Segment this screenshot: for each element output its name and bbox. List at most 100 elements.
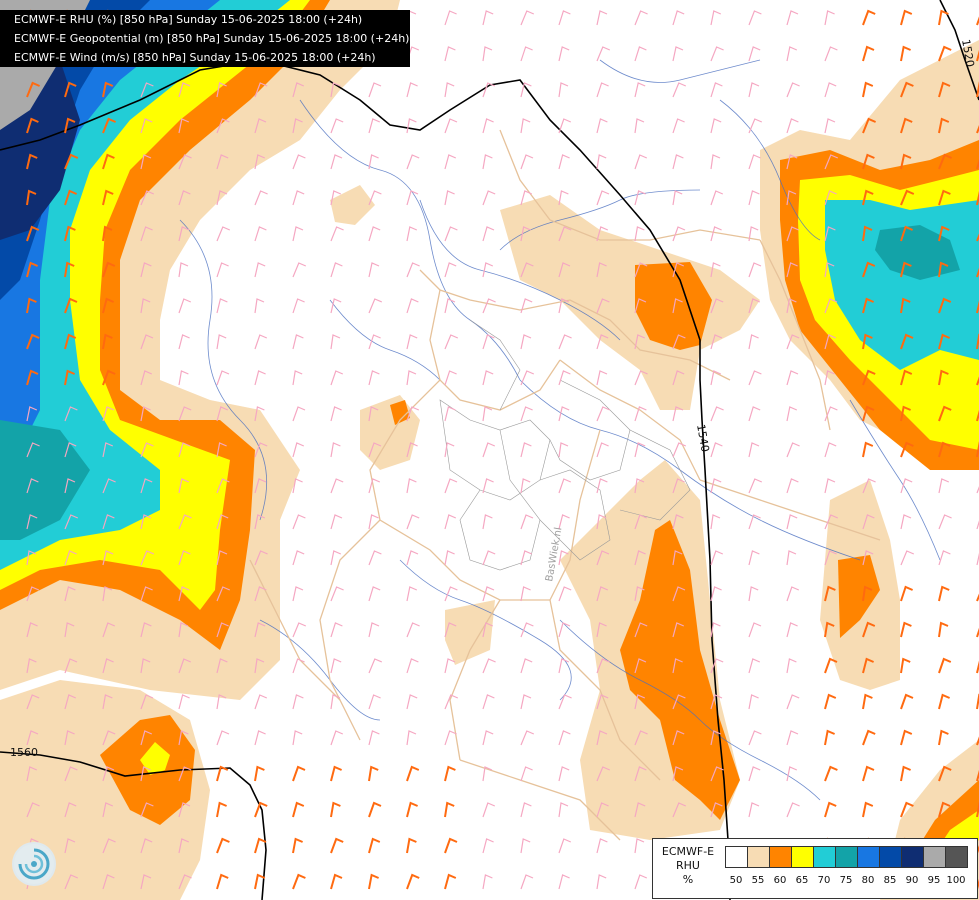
wind-barb (938, 117, 950, 134)
wind-barb (406, 298, 419, 314)
wind-barb (938, 478, 950, 494)
legend-swatch (901, 846, 924, 868)
wind-barb (558, 82, 569, 98)
wind-barb (64, 406, 78, 422)
legend-swatch (857, 846, 880, 868)
wind-barb (178, 226, 190, 242)
wind-barb (596, 82, 609, 98)
wind-barb (292, 658, 305, 674)
wind-barb (140, 550, 155, 566)
wind-barb (786, 46, 798, 62)
wind-barb (976, 333, 979, 350)
wind-barb (64, 333, 77, 350)
wind-barb (254, 262, 266, 278)
wind-barb (862, 550, 874, 566)
wind-barb (178, 406, 192, 422)
wind-barb (406, 370, 417, 386)
wind-barb (330, 586, 344, 602)
wind-barb (482, 838, 494, 854)
wind-barb (216, 442, 227, 458)
wind-barb (824, 46, 838, 62)
wind-barb (444, 118, 458, 134)
wind-barb (748, 550, 760, 566)
wind-barb (292, 622, 307, 638)
wind-barb (596, 46, 611, 62)
wind-barb (976, 190, 979, 206)
wind-barb (748, 118, 763, 134)
header-line-rhu: ECMWF-E RHU (%) [850 hPa] Sunday 15-06-2… (14, 13, 363, 26)
wind-barb (824, 298, 838, 314)
wind-barb (444, 334, 459, 350)
wind-barb (292, 226, 304, 242)
wind-barb (596, 442, 609, 458)
wind-barb (558, 10, 571, 26)
legend-swatch (835, 846, 858, 868)
wind-barb (292, 873, 306, 890)
rhu-zone-beige-central (500, 195, 760, 410)
wind-barb (938, 261, 949, 278)
wind-barb (254, 478, 267, 494)
legend-swatch (791, 846, 814, 868)
wind-barb (406, 442, 418, 458)
wind-barb (368, 118, 381, 134)
wind-barb (444, 837, 458, 854)
wind-barb (406, 514, 420, 530)
wind-barb (558, 226, 572, 242)
ecmwf-logo (12, 842, 56, 886)
wind-barb (482, 514, 493, 530)
wind-barb (596, 622, 607, 638)
wind-barb (254, 370, 266, 386)
wind-barb (254, 730, 266, 746)
wind-barb (216, 262, 229, 278)
wind-barb (254, 406, 265, 422)
wind-barb (558, 298, 570, 314)
wind-barb (64, 658, 78, 674)
wind-barb (710, 550, 724, 566)
wind-barb (900, 550, 915, 566)
wind-barb (330, 658, 342, 674)
wind-barb (748, 10, 762, 26)
wind-barb (26, 406, 38, 422)
wind-barb (140, 262, 152, 278)
wind-barb (824, 82, 837, 98)
wind-barb (862, 441, 874, 458)
wind-barb (482, 442, 496, 458)
wind-barb (178, 334, 190, 350)
wind-barb (672, 190, 683, 206)
wind-barb (406, 765, 420, 782)
wind-barb (634, 406, 647, 422)
wind-barb (672, 334, 686, 350)
wind-barb (786, 298, 797, 314)
legend-swatch (879, 846, 902, 868)
wind-barb (710, 694, 723, 710)
wind-barb (976, 878, 979, 890)
wind-barb (520, 118, 531, 134)
wind-barb (330, 837, 344, 854)
wind-barb (634, 658, 647, 674)
wind-barb (178, 586, 190, 602)
wind-barb (64, 514, 79, 530)
wind-barb (444, 46, 456, 62)
wind-barb (64, 586, 76, 602)
wind-barb (824, 550, 837, 566)
wind-barb (406, 801, 418, 818)
wind-barb (102, 622, 116, 638)
wind-barb (520, 514, 534, 530)
wind-barb (710, 118, 722, 134)
wind-barb (482, 190, 496, 206)
wind-barb (330, 334, 341, 350)
wind-barb (824, 621, 835, 638)
contour-label-1560: 1560 (10, 746, 38, 759)
wind-barb (216, 118, 230, 134)
wind-barb (786, 334, 800, 350)
wind-barb (596, 514, 607, 530)
wind-barb (900, 189, 915, 206)
wind-barb (786, 550, 797, 566)
wind-barb (634, 730, 648, 746)
wind-barb (596, 478, 608, 494)
wind-barb (824, 190, 837, 206)
wind-barb (330, 765, 342, 782)
wind-barb (26, 478, 39, 494)
wind-barb (520, 10, 535, 26)
wind-barb (672, 766, 684, 782)
